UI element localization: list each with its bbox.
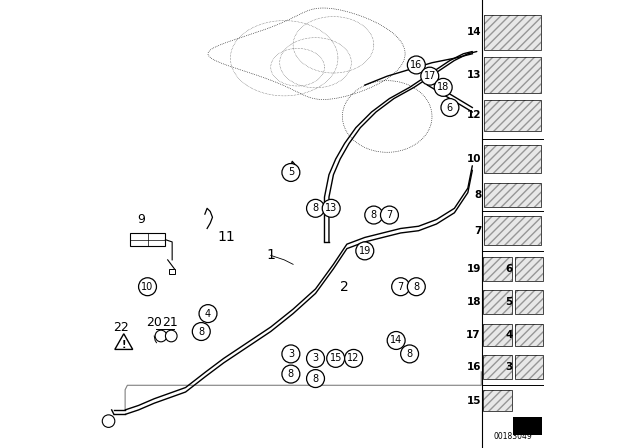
FancyBboxPatch shape xyxy=(483,355,511,379)
Circle shape xyxy=(165,330,177,342)
Text: 13: 13 xyxy=(467,70,482,80)
Text: 8: 8 xyxy=(406,349,413,359)
Text: 21: 21 xyxy=(162,316,178,329)
Circle shape xyxy=(326,349,344,367)
FancyBboxPatch shape xyxy=(484,100,541,131)
Text: 3: 3 xyxy=(506,362,513,372)
FancyBboxPatch shape xyxy=(129,233,165,246)
Circle shape xyxy=(138,278,156,296)
FancyBboxPatch shape xyxy=(515,324,543,346)
Text: 2: 2 xyxy=(340,280,349,294)
Text: 00183049: 00183049 xyxy=(493,432,532,441)
Circle shape xyxy=(380,206,398,224)
Circle shape xyxy=(392,278,410,296)
Circle shape xyxy=(434,78,452,96)
Text: 22: 22 xyxy=(113,320,129,334)
Text: 8: 8 xyxy=(413,282,419,292)
FancyBboxPatch shape xyxy=(515,257,543,281)
FancyBboxPatch shape xyxy=(483,290,511,314)
Text: 8: 8 xyxy=(198,327,204,336)
Circle shape xyxy=(282,164,300,181)
Text: 6: 6 xyxy=(447,103,453,112)
Circle shape xyxy=(401,345,419,363)
Circle shape xyxy=(441,99,459,116)
Circle shape xyxy=(323,199,340,217)
Circle shape xyxy=(365,206,383,224)
Text: 20: 20 xyxy=(147,316,162,329)
Text: 18: 18 xyxy=(467,297,481,307)
Text: 3: 3 xyxy=(288,349,294,359)
Text: 16: 16 xyxy=(467,362,481,372)
Text: 7: 7 xyxy=(387,210,392,220)
Text: 15: 15 xyxy=(330,353,342,363)
Text: 17: 17 xyxy=(424,71,436,81)
Circle shape xyxy=(307,199,324,217)
FancyBboxPatch shape xyxy=(484,183,541,207)
Text: 14: 14 xyxy=(390,336,403,345)
Circle shape xyxy=(102,415,115,427)
Circle shape xyxy=(282,365,300,383)
Bar xyxy=(513,417,541,435)
Circle shape xyxy=(344,349,362,367)
Text: !: ! xyxy=(122,340,126,349)
FancyBboxPatch shape xyxy=(483,257,511,281)
Circle shape xyxy=(307,349,324,367)
Text: 17: 17 xyxy=(466,330,481,340)
FancyBboxPatch shape xyxy=(484,145,541,173)
FancyBboxPatch shape xyxy=(484,57,541,93)
Text: 10: 10 xyxy=(141,282,154,292)
Text: 8: 8 xyxy=(288,369,294,379)
Text: 8: 8 xyxy=(371,210,377,220)
Text: 13: 13 xyxy=(325,203,337,213)
Text: 7: 7 xyxy=(397,282,404,292)
Circle shape xyxy=(407,278,425,296)
FancyBboxPatch shape xyxy=(484,216,541,245)
Circle shape xyxy=(387,332,405,349)
Text: 9: 9 xyxy=(137,213,145,226)
Circle shape xyxy=(155,330,167,342)
Text: 8: 8 xyxy=(312,374,319,383)
Text: 4: 4 xyxy=(505,330,513,340)
FancyBboxPatch shape xyxy=(515,290,543,314)
Text: 5: 5 xyxy=(288,168,294,177)
Text: 18: 18 xyxy=(437,82,449,92)
FancyBboxPatch shape xyxy=(483,390,511,411)
FancyBboxPatch shape xyxy=(168,269,175,274)
Circle shape xyxy=(307,370,324,388)
Text: 10: 10 xyxy=(467,154,482,164)
Text: 8: 8 xyxy=(474,190,482,200)
Polygon shape xyxy=(115,334,132,349)
Text: 19: 19 xyxy=(467,264,481,274)
Text: 6: 6 xyxy=(506,264,513,274)
Circle shape xyxy=(407,56,425,74)
Text: 12: 12 xyxy=(467,110,482,121)
FancyBboxPatch shape xyxy=(483,324,511,346)
FancyBboxPatch shape xyxy=(515,355,543,379)
Text: 16: 16 xyxy=(410,60,422,70)
Circle shape xyxy=(282,345,300,363)
Text: 15: 15 xyxy=(467,396,481,405)
Text: 11: 11 xyxy=(217,230,235,245)
Text: 7: 7 xyxy=(474,226,482,236)
Text: 3: 3 xyxy=(312,353,319,363)
Text: 12: 12 xyxy=(348,353,360,363)
Circle shape xyxy=(356,242,374,260)
Text: 8: 8 xyxy=(312,203,319,213)
Circle shape xyxy=(199,305,217,323)
Circle shape xyxy=(421,67,439,85)
FancyBboxPatch shape xyxy=(484,15,541,50)
Text: 5: 5 xyxy=(506,297,513,307)
Text: 14: 14 xyxy=(467,27,482,38)
Text: 1: 1 xyxy=(266,248,275,263)
Text: 4: 4 xyxy=(205,309,211,319)
Circle shape xyxy=(192,323,210,340)
Text: 19: 19 xyxy=(358,246,371,256)
